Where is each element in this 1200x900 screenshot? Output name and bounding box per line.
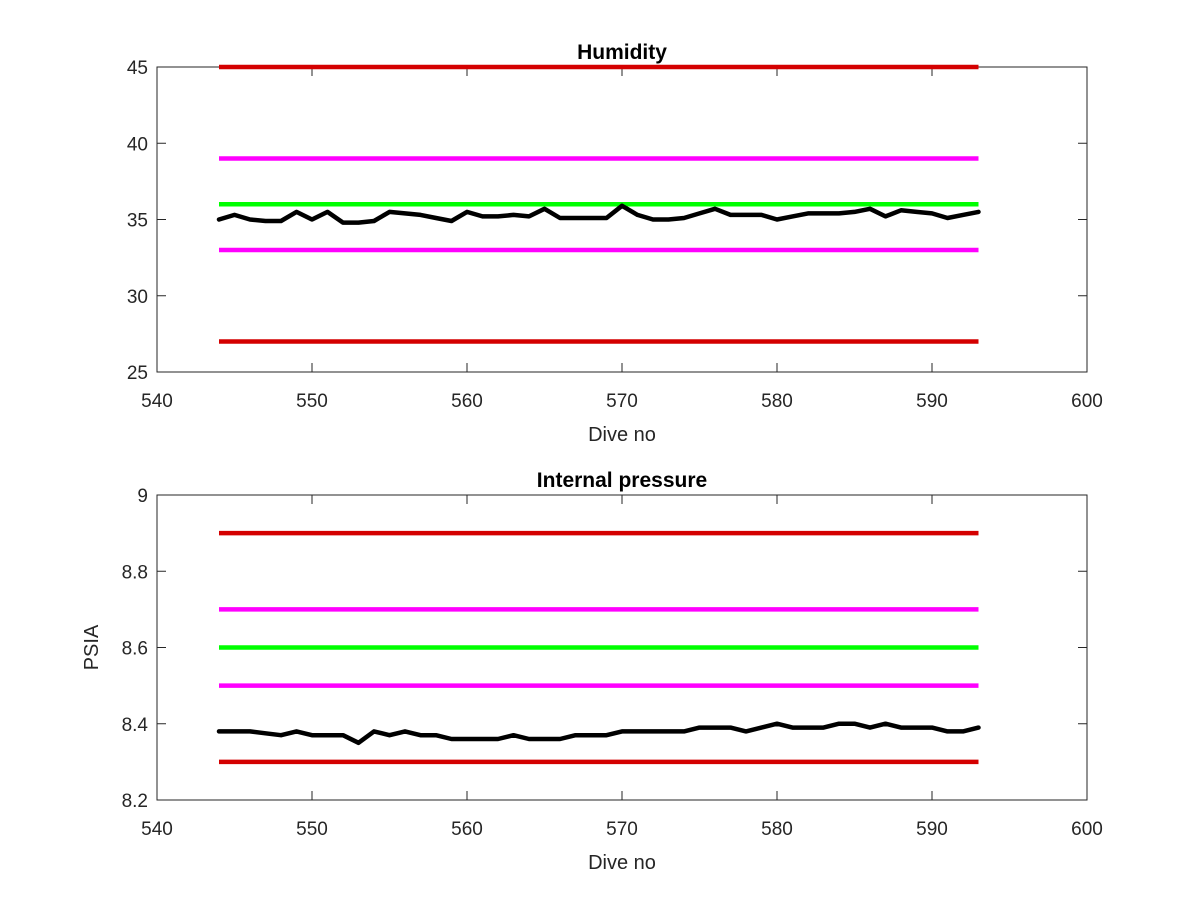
y-tick-label: 30 xyxy=(127,287,148,308)
x-tick-label: 540 xyxy=(141,391,173,412)
data-series-line xyxy=(216,203,981,225)
chart-title: Humidity xyxy=(577,41,667,64)
y-axis-label: PSIA xyxy=(81,624,103,670)
x-tick-label: 590 xyxy=(916,819,948,840)
y-tick-label: 25 xyxy=(127,363,148,384)
x-tick-label: 550 xyxy=(296,819,328,840)
humidity-panel: 540 550 560 570 580 590 600 25 30 35 40 45 Humidity D… xyxy=(127,41,1103,446)
chart-title: Internal pressure xyxy=(537,469,707,492)
data-series-line xyxy=(216,721,981,746)
x-tick-label: 570 xyxy=(606,391,638,412)
y-tick-label: 9 xyxy=(137,486,148,507)
x-tick-label: 600 xyxy=(1071,819,1103,840)
y-tick-label: 8.4 xyxy=(122,715,149,736)
internal-pressure-panel: 540 550 560 570 580 590 600 8.2 8.4 8.6 8.8 9 Intern… xyxy=(81,469,1103,874)
x-tick-label: 550 xyxy=(296,391,328,412)
y-tick-label: 40 xyxy=(127,134,148,155)
y-tick-label: 8.2 xyxy=(122,791,148,812)
x-tick-label: 560 xyxy=(451,391,483,412)
y-tick-label: 45 xyxy=(127,58,148,79)
x-tick-label: 580 xyxy=(761,819,793,840)
x-tick-label: 570 xyxy=(606,819,638,840)
x-tick-label: 600 xyxy=(1071,391,1103,412)
y-tick-label: 8.6 xyxy=(122,639,148,660)
x-tick-label: 590 xyxy=(916,391,948,412)
x-tick-label: 540 xyxy=(141,819,173,840)
x-axis-label: Dive no xyxy=(588,852,656,874)
x-tick-label: 580 xyxy=(761,391,793,412)
y-tick-label: 8.8 xyxy=(122,562,148,583)
x-tick-label: 560 xyxy=(451,819,483,840)
y-tick-label: 35 xyxy=(127,211,148,232)
x-axis-label: Dive no xyxy=(588,424,656,446)
